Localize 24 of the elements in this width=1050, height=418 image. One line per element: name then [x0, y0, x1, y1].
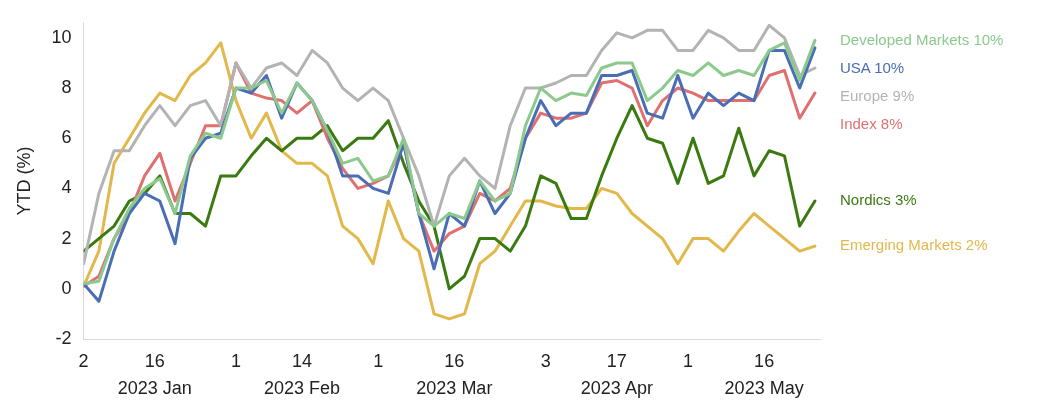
- x-tick-label: 16 2023 Jan: [117, 351, 192, 399]
- y-tick-label: -2: [55, 327, 72, 348]
- x-tick-label: 3: [540, 351, 551, 372]
- text: Index 8%: [840, 114, 903, 132]
- series-label: USA 10%: [840, 58, 905, 76]
- y-tick-label: 10: [51, 26, 72, 47]
- x-tick-label: 1: [230, 351, 241, 372]
- x-tick-label: 16 2023 Mar: [416, 351, 493, 399]
- y-tick-label: 4: [61, 177, 72, 198]
- series-label: Nordics 3%: [840, 191, 917, 209]
- y-tick-label: 6: [61, 127, 72, 148]
- x-tick-label: 1: [373, 351, 384, 372]
- y-tick-label: 2: [61, 227, 72, 248]
- y-axis-title: YTD (%): [13, 146, 34, 216]
- x-tick-label: 16 2023 May: [724, 351, 804, 399]
- x-tick-label: 1: [682, 351, 693, 372]
- text: Europe 9%: [840, 86, 915, 104]
- x-tick-label: 14 2023 Feb: [263, 351, 341, 399]
- series-label: Developed Markets 10%: [840, 30, 1004, 48]
- x-tick-label: 17 2023 Apr: [580, 351, 653, 399]
- y-tick-label: 8: [61, 77, 72, 98]
- x-tick-label: 2: [78, 351, 89, 372]
- y-tick-label: 0: [61, 277, 72, 298]
- series-label: Emerging Markets 2%: [840, 236, 988, 254]
